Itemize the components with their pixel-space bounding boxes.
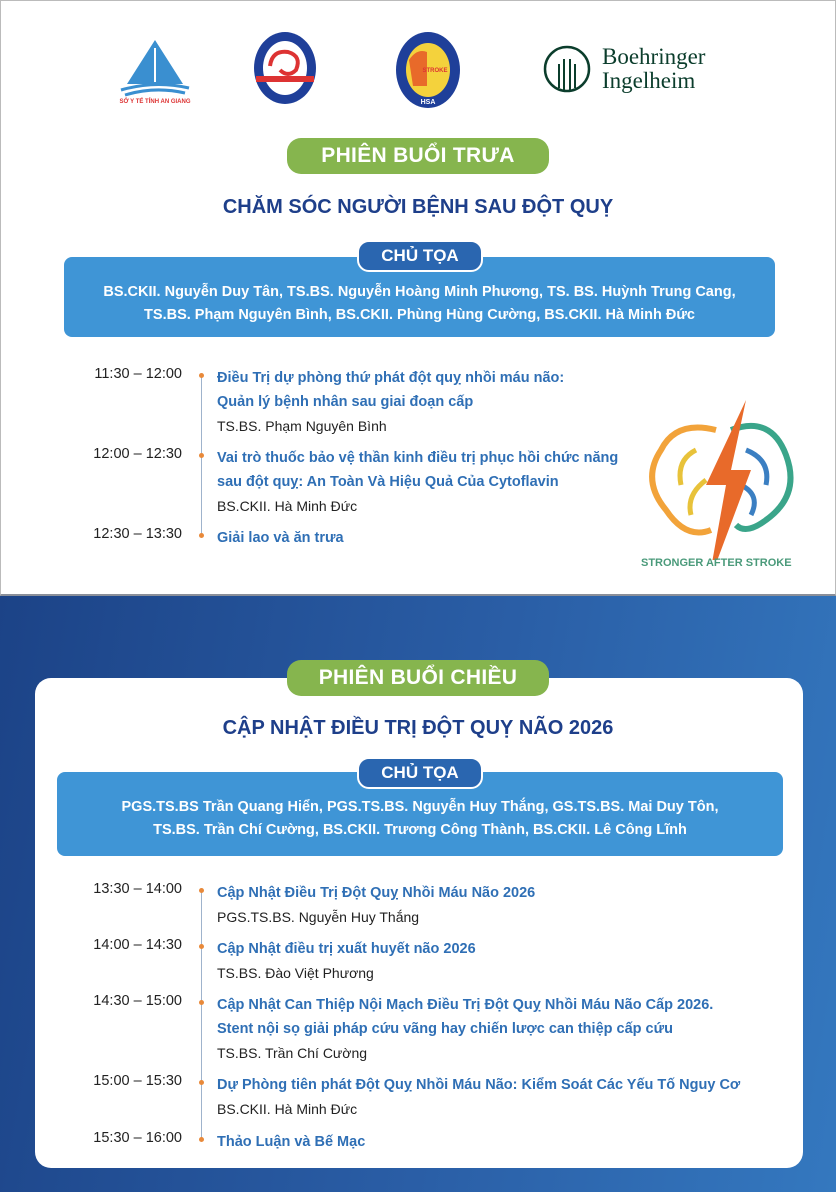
session-title: CHĂM SÓC NGƯỜI BỆNH SAU ĐỘT QUỴ <box>222 196 614 218</box>
dot-icon <box>199 888 204 893</box>
so-y-te-logo: SỞ Y TẾ TỈNH AN GIANG <box>119 40 191 104</box>
boehringer-ingelheim-logo: Boehringer Ingelheim <box>542 44 705 94</box>
item-speaker: BS.CKII. Hà Minh Đức <box>217 498 358 514</box>
chair-label: CHỦ TỌA <box>357 240 483 272</box>
item-title: Điều Trị dự phòng thứ phát đột quỵ nhồi … <box>217 370 565 386</box>
item-time: 15:00 – 15:30 <box>93 1073 182 1089</box>
dot-icon <box>199 373 204 378</box>
dot-icon <box>199 944 204 949</box>
item-title: Giải lao và ăn trưa <box>217 530 344 546</box>
boehringer-line2: Ingelheim <box>602 68 696 93</box>
item-time: 11:30 – 12:00 <box>94 366 182 382</box>
item-speaker: PGS.TS.BS. Nguyễn Huy Thắng <box>217 909 420 925</box>
hoi-dot-quy-ha-noi-logo <box>254 32 316 104</box>
stronger-after-stroke-logo: STRONGER AFTER STROKE <box>636 400 806 590</box>
dot-icon <box>199 533 204 538</box>
dot-icon <box>199 1080 204 1085</box>
svg-text:HSA: HSA <box>421 99 436 106</box>
timeline-line <box>201 891 202 1141</box>
item-title: Cập Nhật Can Thiệp Nội Mạch Điều Trị Đột… <box>217 997 714 1013</box>
item-speaker: TS.BS. Phạm Nguyên Bình <box>217 418 387 434</box>
item-time: 12:00 – 12:30 <box>93 446 182 462</box>
item-speaker: BS.CKII. Hà Minh Đức <box>217 1101 358 1117</box>
hoi-dot-quy-hcm-logo: STROKE HSA <box>396 32 460 108</box>
item-time: 13:30 – 14:00 <box>93 881 182 897</box>
item-title: Stent nội sọ giải pháp cứu vãng hay chiế… <box>217 1021 673 1037</box>
boehringer-emblem-icon <box>543 45 591 93</box>
chair-line: PGS.TS.BS Trần Quang Hiển, PGS.TS.BS. Ng… <box>121 799 719 815</box>
svg-text:STROKE: STROKE <box>422 68 447 74</box>
item-time: 14:00 – 14:30 <box>93 937 182 953</box>
item-speaker: TS.BS. Đào Việt Phương <box>217 965 374 981</box>
item-time: 12:30 – 13:30 <box>93 526 182 542</box>
item-title: Cập Nhật Điều Trị Đột Quỵ Nhồi Máu Não 2… <box>217 885 536 901</box>
boehringer-line1: Boehringer <box>602 44 706 69</box>
brain-lightning-icon <box>649 400 794 585</box>
svg-text:SỞ Y TẾ TỈNH AN GIANG: SỞ Y TẾ TỈNH AN GIANG <box>119 98 190 104</box>
item-title: Thảo Luận và Bế Mạc <box>217 1134 366 1150</box>
item-speaker: TS.BS. Trần Chí Cường <box>217 1045 368 1061</box>
item-time: 14:30 – 15:00 <box>93 993 182 1009</box>
chair-list: BS.CKII. Nguyễn Duy Tân, TS.BS. Nguyễn H… <box>64 257 775 337</box>
dot-icon <box>199 1000 204 1005</box>
chair-line: TS.BS. Trần Chí Cường, BS.CKII. Trương C… <box>153 822 687 838</box>
item-title: Dự Phòng tiên phát Đột Quỵ Nhồi Máu Não:… <box>217 1077 741 1093</box>
item-title: sau đột quỵ: An Toàn Và Hiệu Quả Của Cyt… <box>217 474 559 490</box>
chair-label: CHỦ TỌA <box>357 757 483 789</box>
item-title: Cập Nhật điều trị xuất huyết não 2026 <box>217 941 476 957</box>
dot-icon <box>199 453 204 458</box>
dot-icon <box>199 1137 204 1142</box>
session-label: PHIÊN BUỔI TRƯA <box>287 138 549 174</box>
session-label: PHIÊN BUỔI CHIỀU <box>287 660 549 696</box>
item-title: Vai trò thuốc bảo vệ thần kinh điều trị … <box>217 450 619 466</box>
session-title: CẬP NHẬT ĐIỀU TRỊ ĐỘT QUỴ NÃO 2026 <box>222 717 614 739</box>
chair-line: TS.BS. Phạm Nguyên Bình, BS.CKII. Phùng … <box>144 307 695 323</box>
brand-tagline: STRONGER AFTER STROKE <box>641 557 792 569</box>
chair-line: BS.CKII. Nguyễn Duy Tân, TS.BS. Nguyễn H… <box>103 284 736 300</box>
item-time: 15:30 – 16:00 <box>93 1130 182 1146</box>
item-title: Quản lý bệnh nhân sau giai đoạn cấp <box>217 394 474 410</box>
